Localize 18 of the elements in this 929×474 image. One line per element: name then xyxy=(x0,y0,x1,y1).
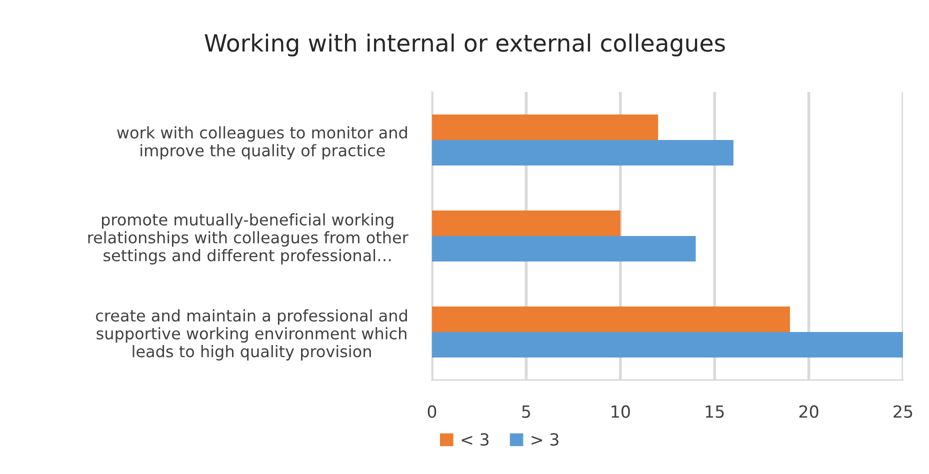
bar xyxy=(432,306,790,332)
bar xyxy=(432,140,734,166)
legend-label: > 3 xyxy=(532,433,558,446)
x-tick-label: 10 xyxy=(612,405,630,418)
x-tick-label: 20 xyxy=(799,405,818,418)
y-tick-label: promote mutually-beneficial working relationships with colleagues from other settings and different professional… xyxy=(88,213,408,264)
y-tick-label: work with colleagues to monitor and improve the quality of practice xyxy=(117,126,407,160)
x-tick-label: 0 xyxy=(428,405,436,418)
bar xyxy=(432,210,620,236)
bar xyxy=(432,114,658,140)
x-tick-label: 25 xyxy=(894,405,912,418)
bar xyxy=(432,332,903,358)
y-tick-label: create and maintain a professional and supportive working environment which leads to high quality provision xyxy=(96,309,407,360)
chart-title: Working with internal or external colleagues xyxy=(204,34,725,56)
bar xyxy=(432,236,696,262)
legend-label: < 3 xyxy=(462,433,489,446)
x-tick-label: 5 xyxy=(522,406,530,418)
x-tick-label: 15 xyxy=(706,406,724,418)
